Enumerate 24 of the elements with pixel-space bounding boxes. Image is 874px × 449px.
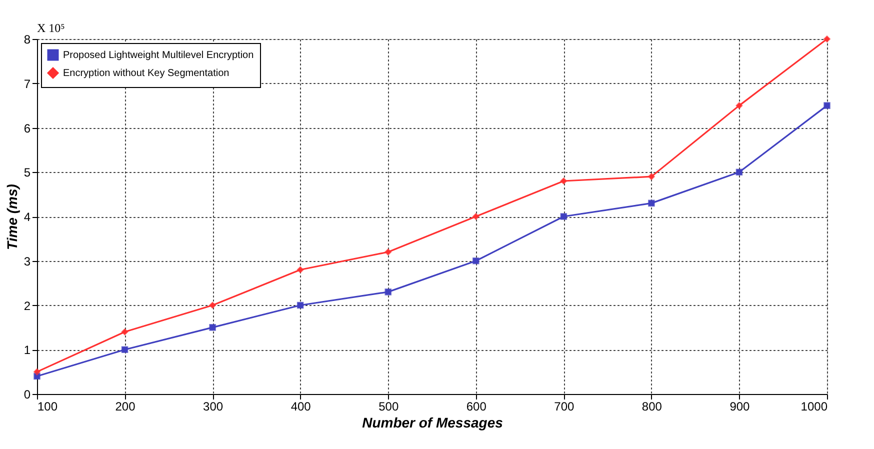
y-tick-label: 0 bbox=[24, 388, 31, 402]
x-tick-label: 900 bbox=[730, 400, 750, 414]
x-tick-label: 600 bbox=[466, 400, 487, 414]
x-tick-label: 200 bbox=[115, 400, 136, 414]
x-tick-label: 700 bbox=[554, 400, 574, 414]
text: X 10⁵ bbox=[37, 21, 65, 35]
y-tick-label: 6 bbox=[24, 121, 31, 136]
y-tick-label: 4 bbox=[24, 210, 31, 224]
y-tick-label: 5 bbox=[24, 166, 31, 180]
x-tick-label: 800 bbox=[642, 400, 662, 414]
y-tick-label: 2 bbox=[24, 298, 31, 313]
x-axis-title: Number of Messages bbox=[362, 414, 504, 430]
y-tick-label: 1 bbox=[24, 343, 31, 358]
legend-label: Proposed Lightweight Multilevel Encryption bbox=[63, 50, 254, 61]
y-tick-label: 3 bbox=[24, 254, 31, 268]
x-tick-label: 1000 bbox=[800, 400, 828, 414]
legend-label: Encryption without Key Segmentation bbox=[63, 68, 230, 79]
x-tick-label: 300 bbox=[203, 400, 224, 414]
x-tick-label: 500 bbox=[378, 400, 399, 414]
x-tick-label: 400 bbox=[290, 400, 312, 414]
y-tick-label: 8 bbox=[24, 32, 31, 46]
y-axis-title: Time (ms) bbox=[4, 184, 20, 250]
x-tick-label: 100 bbox=[38, 400, 58, 414]
y-tick-label: 7 bbox=[24, 76, 31, 91]
